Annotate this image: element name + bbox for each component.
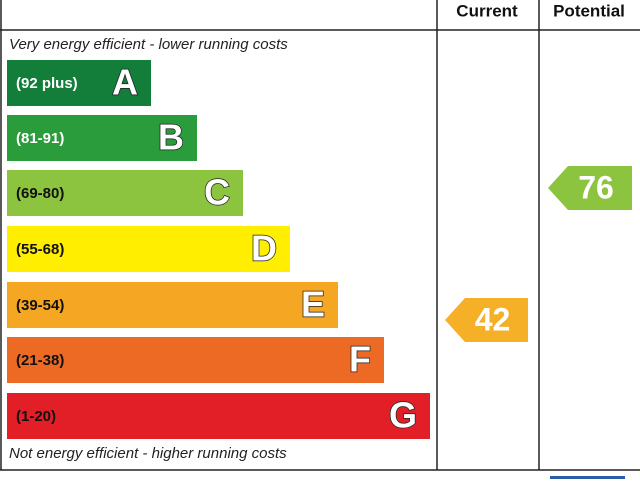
- bottom-note: Not energy efficient - higher running co…: [9, 445, 287, 462]
- band-range: (81-91): [16, 130, 64, 147]
- bottom-bar: [550, 476, 625, 479]
- current-value: 42: [475, 301, 511, 337]
- band-letter: F: [349, 339, 371, 380]
- potential-arrow: [548, 166, 632, 210]
- current-header: Current: [456, 1, 518, 20]
- band-bar: [7, 226, 290, 272]
- current-arrow: [445, 298, 528, 342]
- band-range: (69-80): [16, 185, 64, 202]
- band-bar: [7, 170, 243, 216]
- band-range: (92 plus): [16, 75, 78, 92]
- top-note: Very energy efficient - lower running co…: [9, 36, 288, 53]
- band-letter: E: [301, 284, 325, 325]
- band-letter: G: [389, 395, 417, 436]
- band-letter: C: [204, 172, 230, 213]
- band-range: (21-38): [16, 352, 64, 369]
- band-bar: [7, 393, 430, 439]
- band-bar: [7, 282, 338, 328]
- potential-header: Potential: [553, 1, 625, 20]
- potential-value: 76: [578, 169, 614, 205]
- band-bar: [7, 115, 197, 161]
- band-letter: A: [112, 62, 138, 103]
- frame: [0, 0, 640, 471]
- band-bar: [7, 337, 384, 383]
- band-range: (39-54): [16, 297, 64, 314]
- band-range: (55-68): [16, 241, 64, 258]
- band-letter: B: [158, 117, 184, 158]
- band-letter: D: [251, 228, 277, 269]
- band-range: (1-20): [16, 408, 56, 425]
- band-bar: [7, 60, 151, 106]
